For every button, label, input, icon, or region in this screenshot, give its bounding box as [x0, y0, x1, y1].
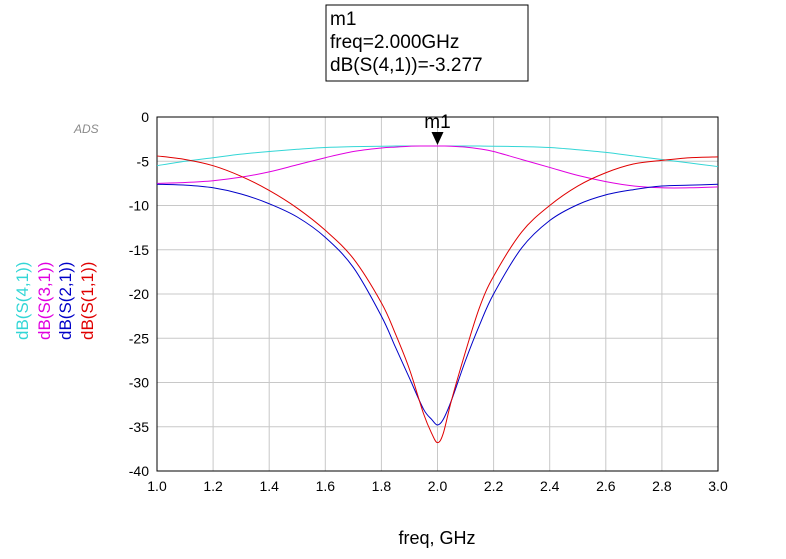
x-tick-label: 3.0 [708, 478, 728, 494]
y-tick-labels: 0 -5 -10 -15 -20 -25 -30 -35 -40 [129, 109, 149, 479]
marker-arrow-icon [431, 132, 444, 146]
x-tick-label: 1.6 [316, 478, 336, 494]
marker-readout-frame [325, 4, 529, 82]
x-tick-labels: 1.0 1.2 1.4 1.6 1.8 2.0 2.2 2.4 2.6 2.8 3.0 [147, 478, 728, 494]
marker-readout-box: m1 freq=2.000GHz dB(S(4,1))=-3.277 [325, 4, 529, 82]
x-tick-label: 1.0 [147, 478, 167, 494]
x-tick-label: 1.8 [372, 478, 392, 494]
y-tick-label: -40 [129, 463, 149, 479]
marker-readout-name: m1 [330, 9, 356, 30]
x-tick-label: 1.4 [259, 478, 279, 494]
marker-readout-value: dB(S(4,1))=-3.277 [330, 55, 483, 76]
x-tick-label: 2.4 [540, 478, 560, 494]
grid [156, 116, 719, 472]
legend-entry: dB(S(2,1)) [56, 262, 75, 340]
x-tick-label: 2.6 [596, 478, 616, 494]
plot-frame [156, 116, 719, 472]
marker-label: m1 [424, 112, 450, 133]
x-axis-label: freq, GHz [398, 528, 475, 548]
x-tick-label: 1.2 [203, 478, 223, 494]
legend-entry: dB(S(4,1)) [13, 262, 32, 340]
series-line-3 [156, 155, 719, 444]
y-tick-label: -10 [129, 198, 149, 214]
series-lines [156, 145, 719, 444]
x-tick-label: 2.2 [484, 478, 504, 494]
legend: dB(S(4,1)) dB(S(3,1)) dB(S(2,1)) dB(S(1,… [13, 262, 97, 340]
ads-watermark: ADS [73, 122, 99, 136]
y-tick-label: -20 [129, 286, 149, 302]
legend-entry: dB(S(3,1)) [35, 262, 54, 340]
series-line-1 [156, 145, 719, 189]
y-tick-label: -30 [129, 375, 149, 391]
y-tick-label: -25 [129, 330, 149, 346]
y-tick-label: -5 [137, 153, 150, 169]
series-line-2 [156, 183, 719, 426]
y-tick-label: -35 [129, 419, 149, 435]
marker-readout-freq: freq=2.000GHz [330, 32, 459, 53]
x-tick-label: 2.0 [428, 478, 448, 494]
y-tick-label: 0 [141, 109, 149, 125]
x-tick-label: 2.8 [652, 478, 672, 494]
y-tick-label: -15 [129, 242, 149, 258]
marker-m1[interactable]: m1 [424, 112, 451, 146]
legend-entry: dB(S(1,1)) [78, 262, 97, 340]
